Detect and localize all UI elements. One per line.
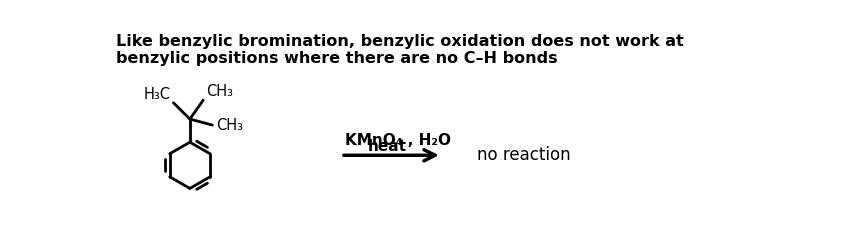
Text: heat: heat — [368, 139, 407, 154]
Text: Like benzylic bromination, benzylic oxidation does not work at: Like benzylic bromination, benzylic oxid… — [116, 34, 684, 49]
Text: CH₃: CH₃ — [216, 118, 243, 133]
Text: no reaction: no reaction — [477, 146, 570, 164]
Text: CH₃: CH₃ — [207, 84, 233, 99]
Text: KMnO₄ , H₂O: KMnO₄ , H₂O — [345, 133, 450, 148]
Text: H₃C: H₃C — [143, 87, 170, 102]
Text: benzylic positions where there are no C–H bonds: benzylic positions where there are no C–… — [116, 51, 558, 66]
